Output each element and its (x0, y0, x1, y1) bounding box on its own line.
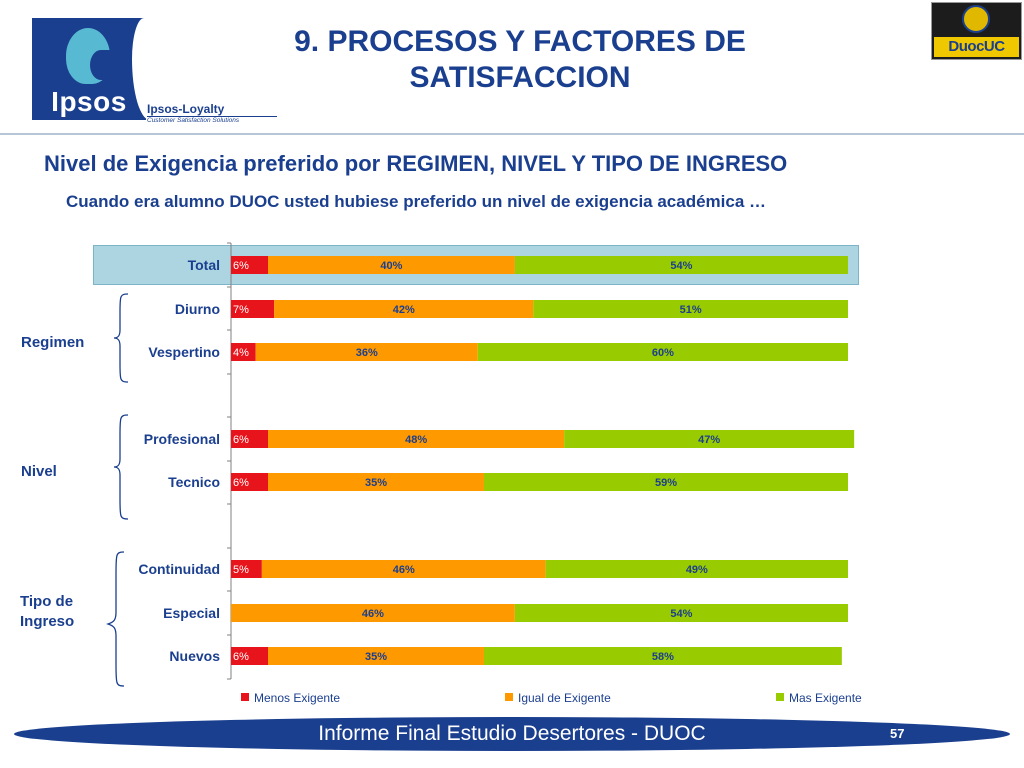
duoc-logo-text: DuocUC (934, 37, 1019, 57)
bar-segment (268, 647, 484, 665)
data-label: 48% (405, 434, 427, 446)
group-label-nivel: Nivel (21, 463, 57, 480)
category-label: Vespertino (148, 344, 220, 360)
chart-subtitle: Nivel de Exigencia preferido por REGIMEN… (44, 151, 788, 176)
bar-segment (483, 473, 848, 491)
data-label: 5% (233, 564, 249, 576)
ipsos-loyalty-caption: Ipsos-Loyalty Customer Satisfaction Solu… (147, 103, 277, 125)
bar-segment (231, 256, 269, 274)
bar-segment (514, 256, 848, 274)
bar-segment (261, 560, 546, 578)
bar-segment (255, 343, 478, 361)
bar-segment (231, 430, 269, 448)
legend-swatch (241, 693, 249, 701)
ipsos-loyalty-subtitle: Customer Satisfaction Solutions (147, 116, 277, 125)
page-title-line2: SATISFACCION (409, 61, 631, 94)
bar-segment (231, 604, 515, 622)
tipo-ingreso-bracket (106, 551, 125, 687)
category-label: Continuidad (138, 561, 220, 577)
bar-segment (545, 560, 848, 578)
group-label-tipo-line2: Ingreso (20, 613, 75, 630)
group-label-tipo-ingreso: Tipo de Ingreso (20, 592, 74, 632)
data-label: 46% (393, 564, 415, 576)
bar-segment (514, 604, 848, 622)
survey-question: Cuando era alumno DUOC usted hubiese pre… (66, 192, 767, 211)
data-label: 54% (670, 260, 692, 272)
data-label: 35% (365, 477, 387, 489)
group-label-regimen: Regimen (21, 334, 85, 351)
ipsos-head-cut (90, 50, 112, 80)
data-label: 54% (670, 608, 692, 620)
data-label: 59% (655, 477, 677, 489)
data-label: 7% (233, 304, 249, 316)
bar-segment (231, 343, 256, 361)
data-label: 46% (362, 608, 384, 620)
data-label: 49% (686, 564, 708, 576)
category-label: Profesional (144, 431, 220, 447)
data-label: 47% (698, 434, 720, 446)
duoc-crest-icon (962, 5, 990, 33)
category-label: Total (188, 257, 220, 273)
bar-segment (564, 430, 855, 448)
data-label: 4% (233, 347, 249, 359)
data-label: 36% (356, 347, 378, 359)
bar-segment (533, 300, 848, 318)
page-number: 57 (890, 726, 905, 741)
bar-segment (231, 300, 275, 318)
footer-band (14, 717, 1010, 751)
footer-text: Informe Final Estudio Desertores - DUOC (318, 722, 706, 745)
data-label: 35% (365, 651, 387, 663)
data-label: 6% (233, 434, 249, 446)
page-title: 9. PROCESOS Y FACTORES DE SATISFACCION (260, 24, 780, 96)
header-divider (0, 133, 1024, 135)
bar-segment (477, 343, 848, 361)
bar-segment (231, 560, 262, 578)
stacked-bar-chart: Total 6% 40% 54% Diurno 7% 42% 51% Vespertino 4% 3… (138, 242, 862, 705)
category-label: Diurno (175, 301, 220, 317)
legend-label: Menos Exigente (254, 691, 340, 705)
data-label: 40% (380, 260, 402, 272)
nivel-bracket (113, 414, 129, 520)
legend-label: Mas Exigente (789, 691, 862, 705)
bar-segment (268, 430, 565, 448)
category-label: Nuevos (169, 648, 220, 664)
legend-label: Igual de Exigente (518, 691, 611, 705)
data-label: 51% (680, 304, 702, 316)
ipsos-logo: Ipsos (32, 18, 146, 120)
group-label-tipo-line1: Tipo de (20, 593, 74, 610)
category-label: Especial (163, 605, 220, 621)
regimen-bracket (113, 293, 129, 383)
ipsos-loyalty-title: Ipsos-Loyalty (147, 102, 225, 116)
bar-segment (231, 473, 269, 491)
data-label: 60% (652, 347, 674, 359)
data-label: 6% (233, 651, 249, 663)
page-title-line1: 9. PROCESOS Y FACTORES DE (294, 25, 746, 58)
data-label: 58% (652, 651, 674, 663)
legend-swatch (505, 693, 513, 701)
duoc-logo: DuocUC (931, 2, 1022, 60)
ipsos-logo-text: Ipsos (51, 86, 127, 117)
category-label: Tecnico (168, 474, 220, 490)
ipsos-swoosh (132, 18, 146, 120)
bar-segment (231, 647, 269, 665)
bar-segment (268, 473, 484, 491)
data-label: 6% (233, 260, 249, 272)
legend-swatch (776, 693, 784, 701)
data-label: 6% (233, 477, 249, 489)
bar-segment (274, 300, 534, 318)
data-label: 42% (393, 304, 415, 316)
bar-segment (483, 647, 842, 665)
bar-segment (268, 256, 515, 274)
